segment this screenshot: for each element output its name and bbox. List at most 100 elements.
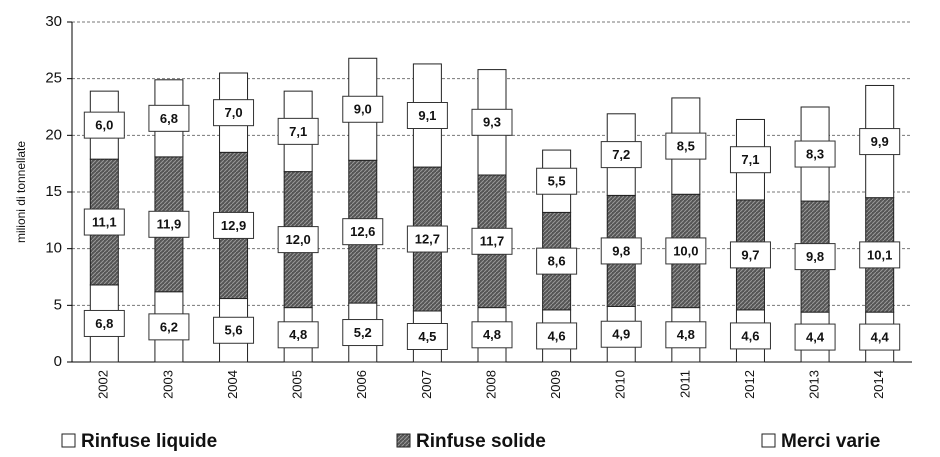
y-axis-label: milioni di tonnellate	[14, 141, 28, 243]
value-label: 8,6	[548, 254, 566, 269]
y-tick-label: 30	[45, 13, 62, 30]
value-label-box	[277, 117, 319, 145]
value-label-box	[342, 218, 384, 246]
value-label: 10,0	[673, 243, 698, 258]
value-label: 7,2	[612, 147, 630, 162]
value-label-box	[148, 104, 190, 132]
value-label-box	[277, 226, 319, 254]
value-label-box	[213, 99, 255, 127]
value-label: 4,5	[418, 329, 436, 344]
legend-swatch	[396, 433, 411, 448]
value-label-box	[600, 237, 642, 265]
value-label-box	[665, 321, 707, 349]
value-label: 12,7	[415, 231, 440, 246]
value-label: 9,8	[612, 243, 630, 258]
value-label-box	[148, 210, 190, 238]
x-tick-label: 2010	[613, 370, 628, 399]
value-label: 5,5	[548, 174, 566, 189]
value-label-box	[536, 247, 578, 275]
x-tick-label: 2006	[354, 370, 369, 399]
value-label-box	[83, 111, 125, 139]
value-label-box	[794, 140, 836, 168]
value-label-box	[859, 323, 901, 351]
value-label: 9,9	[871, 134, 889, 149]
value-label: 6,8	[160, 111, 178, 126]
value-label: 9,0	[354, 102, 372, 117]
legend-swatch	[761, 433, 776, 448]
x-tick-label: 2011	[677, 370, 692, 398]
x-tick-label: 2002	[96, 370, 111, 399]
value-label: 8,5	[677, 139, 695, 154]
y-tick-label: 5	[54, 296, 62, 313]
value-label-box	[794, 323, 836, 351]
value-label-box	[406, 323, 448, 350]
x-tick-label: 2005	[290, 370, 305, 399]
value-label: 9,3	[483, 115, 501, 130]
value-label: 6,8	[95, 316, 113, 331]
value-label: 6,0	[95, 118, 113, 133]
x-tick-label: 2004	[225, 370, 240, 399]
value-label: 11,1	[92, 214, 117, 229]
legend-label: Rinfuse liquide	[81, 431, 217, 452]
value-label-box	[471, 108, 513, 136]
value-label-box	[729, 146, 771, 174]
value-label-box	[213, 316, 255, 344]
value-label: 4,4	[806, 330, 825, 345]
value-label-box	[342, 95, 384, 123]
value-label: 4,6	[548, 328, 566, 343]
value-label-box	[600, 141, 642, 169]
value-label: 7,1	[289, 124, 307, 139]
value-label: 9,8	[806, 249, 824, 264]
value-label: 5,2	[354, 325, 372, 340]
value-label-box	[83, 309, 125, 337]
value-label: 8,3	[806, 146, 824, 161]
value-label: 11,7	[480, 234, 505, 249]
y-tick-label: 25	[45, 70, 62, 87]
value-label-box	[83, 208, 125, 236]
x-tick-label: 2008	[483, 370, 498, 399]
value-label-box	[729, 241, 771, 269]
value-label-box	[148, 313, 190, 341]
value-label: 11,9	[157, 217, 182, 232]
legend-label: Rinfuse solide	[416, 431, 546, 452]
value-label-box	[277, 321, 319, 349]
legend-label: Merci varie	[781, 431, 880, 452]
value-label-box	[471, 321, 513, 349]
value-label: 7,0	[224, 105, 242, 120]
y-tick-label: 0	[54, 353, 62, 370]
legend-swatch	[61, 433, 76, 448]
value-label-box	[859, 241, 901, 269]
value-label: 12,9	[221, 218, 246, 233]
value-label: 4,8	[289, 327, 307, 342]
value-label: 10,1	[867, 247, 892, 262]
value-label-box	[794, 243, 836, 271]
value-label-box	[665, 132, 707, 160]
x-tick-label: 2013	[807, 370, 822, 399]
value-label-box	[471, 227, 513, 255]
y-tick-label: 20	[45, 126, 62, 143]
value-label-box	[665, 237, 707, 265]
value-label: 5,6	[224, 323, 242, 338]
value-label: 4,4	[871, 330, 890, 345]
value-label-box	[342, 319, 384, 347]
value-label: 12,0	[285, 232, 310, 247]
value-label: 4,8	[483, 327, 501, 342]
value-label-box	[406, 102, 448, 129]
value-label: 4,6	[741, 328, 759, 343]
value-label-box	[600, 320, 642, 348]
value-label: 9,7	[741, 247, 759, 262]
value-label: 9,1	[418, 108, 436, 123]
value-label-box	[213, 211, 255, 239]
x-tick-label: 2012	[742, 370, 757, 399]
y-tick-label: 15	[45, 183, 62, 200]
value-label: 4,9	[612, 327, 630, 342]
value-label-box	[859, 128, 901, 156]
value-label: 4,8	[677, 327, 695, 342]
value-label-box	[536, 167, 578, 195]
x-tick-label: 2003	[160, 370, 175, 399]
value-label-box	[406, 225, 448, 253]
x-tick-label: 2007	[419, 370, 434, 399]
x-tick-label: 2014	[871, 370, 886, 399]
y-tick-label: 10	[45, 240, 62, 257]
